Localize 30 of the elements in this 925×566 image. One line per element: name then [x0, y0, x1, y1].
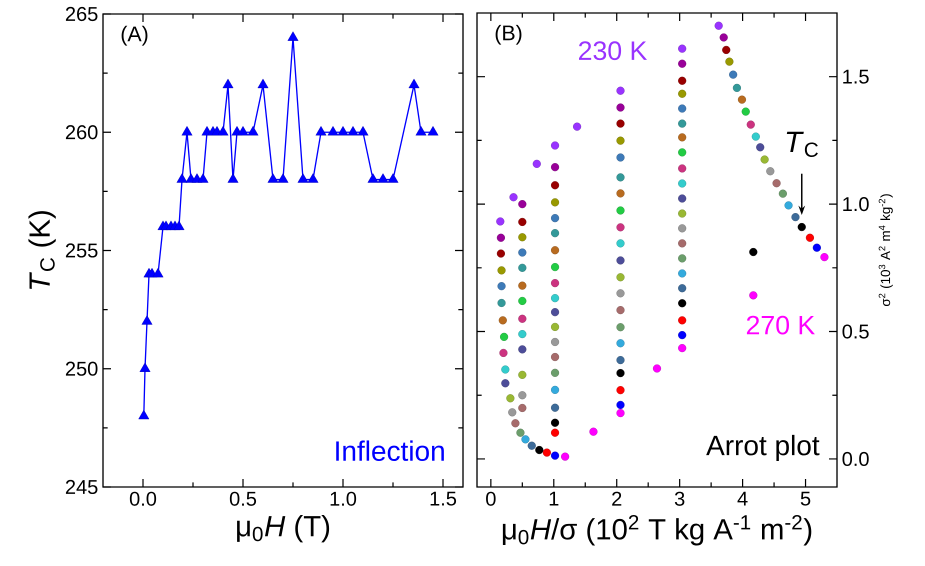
x-tick-label: 5 — [800, 492, 810, 506]
x-tick-label: 1 — [550, 492, 558, 506]
y-tick-label: 1.0 — [843, 197, 869, 212]
y-tick-label: 250 — [66, 362, 98, 376]
y-tick-label: 0.0 — [842, 452, 869, 466]
series-label: 230 K — [578, 41, 648, 60]
y-tick-label: 245 — [66, 480, 98, 494]
x-tick-label: 1.0 — [330, 492, 356, 506]
y-axis-title: T$_{C}$ (K) — [28, 211, 56, 290]
annotation: T$_{C}$ — [786, 132, 818, 157]
x-axis-title: μ$_{0}$H (T) — [237, 515, 330, 542]
x-tick-label: 0 — [486, 492, 496, 506]
x-tick-label: 2 — [612, 492, 622, 506]
x-tick-label: 1.5 — [430, 492, 456, 506]
y-tick-label: 260 — [66, 125, 98, 140]
x-tick-label: 0.5 — [230, 492, 256, 506]
y-tick-label: 1.5 — [843, 70, 869, 84]
y-tick-label: 0.5 — [842, 324, 869, 339]
text: σ$^{2}$ (10$^{3}$ A$^{2}$ m$^{4}$ kg$^{-2}$) — [878, 194, 893, 306]
annotation: (B) — [496, 24, 522, 45]
x-tick-label: 3 — [674, 492, 684, 506]
annotation: Arrot plot — [706, 434, 820, 461]
x-tick-label: 4 — [738, 492, 748, 506]
annotation: (A) — [122, 26, 148, 46]
x-tick-label: 0.0 — [130, 492, 156, 506]
text: μ$_{0}$H/σ (10$^{2}$ T kg A$^{-1}$ m$^{-2}$) — [502, 515, 812, 546]
annotation: Inflection — [336, 440, 444, 461]
y-tick-label: 265 — [66, 6, 98, 22]
y-tick-label: 255 — [66, 243, 98, 258]
series-label: 270 K — [746, 316, 815, 335]
